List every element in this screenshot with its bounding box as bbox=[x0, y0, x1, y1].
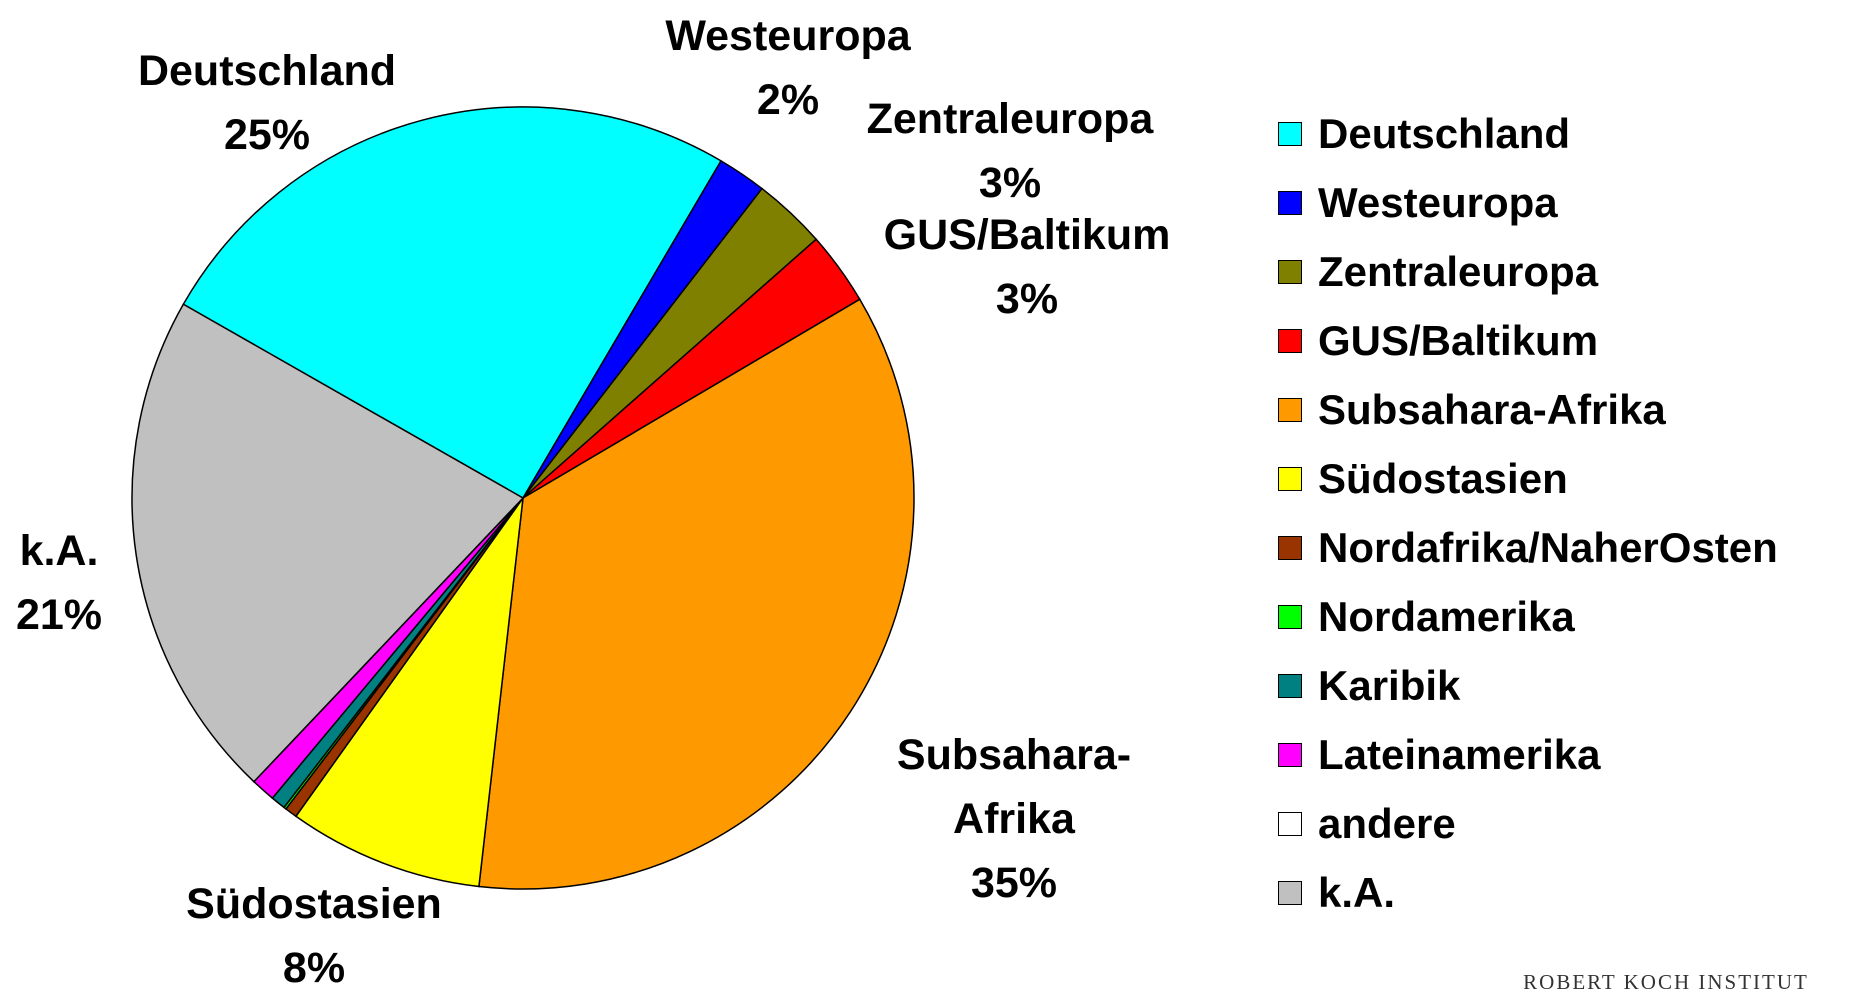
slice-label-name: Zentraleuropa bbox=[866, 95, 1154, 143]
legend-label: k.A. bbox=[1318, 869, 1396, 916]
legend-label: Westeuropa bbox=[1318, 179, 1558, 226]
legend-swatch bbox=[1278, 191, 1302, 215]
pie-slice bbox=[182, 106, 723, 500]
legend-label: Subsahara-Afrika bbox=[1318, 386, 1666, 433]
legend-label: Karibik bbox=[1318, 662, 1461, 709]
slice-label: Westeuropa 2% bbox=[638, 4, 938, 132]
legend-label: Südostasien bbox=[1318, 455, 1568, 502]
pie-slice bbox=[294, 495, 525, 888]
pie-slice bbox=[131, 303, 525, 783]
slice-label-value: 35% bbox=[970, 859, 1058, 907]
slice-label-name: k.A. bbox=[19, 527, 99, 575]
slice-label-value: 2% bbox=[756, 76, 820, 124]
footer: ROBERT KOCH INSTITUT bbox=[1523, 970, 1809, 994]
pie-slice bbox=[478, 298, 915, 890]
legend-label: GUS/Baltikum bbox=[1318, 317, 1599, 364]
legend-label: Nordamerika bbox=[1318, 593, 1575, 640]
legend-label: Zentraleuropa bbox=[1318, 248, 1599, 295]
legend-swatch bbox=[1278, 674, 1302, 698]
legend-swatch bbox=[1278, 881, 1302, 905]
slice-label-name: Südostasien bbox=[186, 880, 442, 928]
slice-label: Südostasien 8% bbox=[164, 872, 464, 1000]
legend-label: Lateinamerika bbox=[1318, 731, 1601, 778]
slice-label-value: 21% bbox=[15, 591, 103, 639]
slice-label: Subsahara-Afrika 35% bbox=[874, 723, 1154, 915]
legend-label: andere bbox=[1318, 800, 1456, 847]
legend-swatch bbox=[1278, 467, 1302, 491]
slice-label: Zentraleuropa 3% bbox=[860, 87, 1160, 215]
legend-label: Nordafrika/NaherOsten bbox=[1318, 524, 1778, 571]
legend-swatch bbox=[1278, 812, 1302, 836]
legend-swatch bbox=[1278, 536, 1302, 560]
legend-swatch bbox=[1278, 260, 1302, 284]
slice-label-value: 3% bbox=[995, 275, 1059, 323]
slice-label-name: Westeuropa bbox=[665, 12, 911, 60]
slice-label-value: 3% bbox=[978, 159, 1042, 207]
legend-swatch bbox=[1278, 122, 1302, 146]
legend-label: Deutschland bbox=[1318, 110, 1571, 157]
slice-label-name: GUS/Baltikum bbox=[883, 211, 1171, 259]
slice-label-name: Deutschland bbox=[137, 47, 397, 95]
legend-swatch bbox=[1278, 329, 1302, 353]
slice-label-value: 25% bbox=[223, 111, 311, 159]
legend-swatch bbox=[1278, 743, 1302, 767]
slice-label: k.A. 21% bbox=[0, 519, 209, 647]
slice-label: Deutschland 25% bbox=[117, 39, 417, 167]
legend-swatch bbox=[1278, 398, 1302, 422]
legend-swatch bbox=[1278, 605, 1302, 629]
slice-label: GUS/Baltikum 3% bbox=[877, 203, 1177, 331]
slice-label-value: 8% bbox=[282, 944, 346, 992]
slice-label-name: Subsahara-Afrika bbox=[896, 731, 1132, 843]
